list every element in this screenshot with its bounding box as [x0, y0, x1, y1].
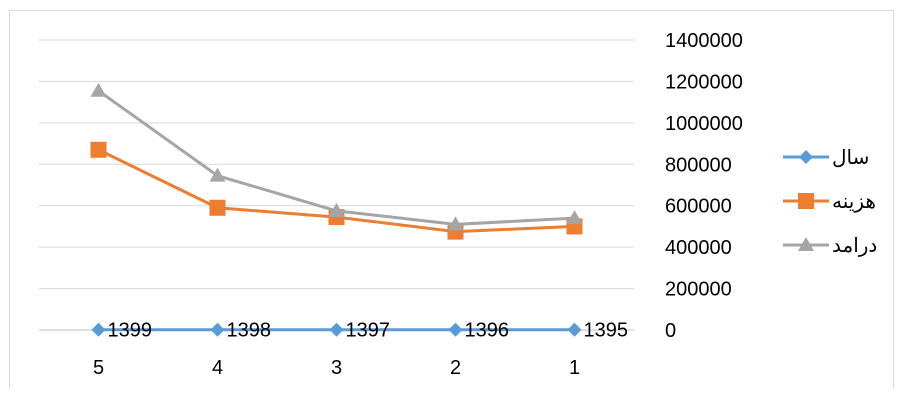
data-point [91, 322, 106, 337]
x-tick-label: 4 [212, 357, 223, 379]
data-point [90, 82, 107, 97]
legend-label: هزینه [832, 191, 876, 213]
data-label: 1397 [346, 320, 391, 342]
data-point [448, 322, 463, 337]
y-tick-label: 600000 [665, 196, 732, 218]
legend-label: درامد [832, 235, 877, 257]
data-point [209, 199, 226, 216]
legend-marker [798, 193, 814, 209]
y-tick-label: 200000 [665, 279, 732, 301]
y-tick-label: 800000 [665, 154, 732, 176]
data-label: 1396 [465, 320, 510, 342]
data-label: 1398 [227, 320, 272, 342]
data-point [90, 141, 107, 158]
y-tick-label: 1200000 [665, 71, 743, 93]
y-tick-label: 1400000 [665, 30, 743, 52]
legend-marker [798, 237, 814, 251]
data-point [567, 322, 582, 337]
data-label: 1395 [584, 320, 629, 342]
data-label: 1399 [108, 320, 153, 342]
data-point [447, 216, 464, 231]
chart-frame [9, 10, 894, 388]
legend-label: سال [832, 147, 869, 169]
x-tick-label: 5 [93, 357, 104, 379]
x-tick-label: 1 [569, 357, 580, 379]
y-tick-label: 0 [665, 320, 676, 342]
data-point [329, 322, 344, 337]
y-tick-label: 400000 [665, 237, 732, 259]
data-point [566, 210, 583, 225]
data-point [328, 202, 345, 217]
data-point [210, 322, 225, 337]
legend-marker [799, 150, 813, 164]
data-point [209, 167, 226, 182]
x-tick-label: 2 [450, 357, 461, 379]
x-tick-label: 3 [331, 357, 342, 379]
y-tick-label: 1000000 [665, 113, 743, 135]
